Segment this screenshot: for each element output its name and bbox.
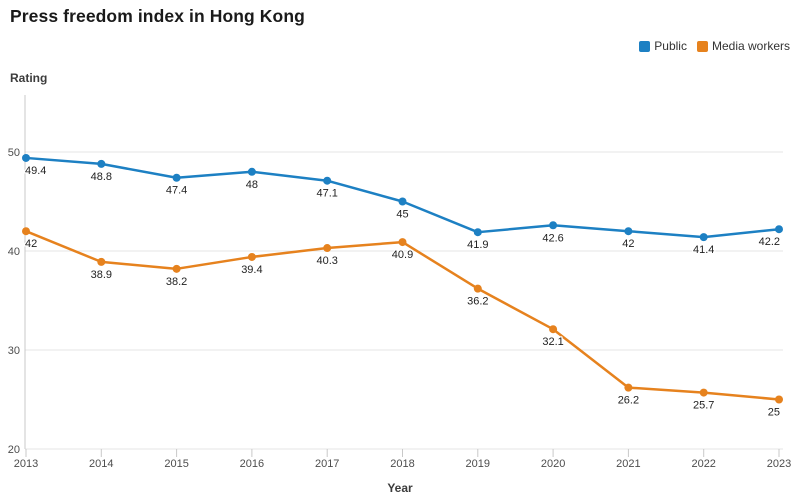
data-point-public-2014[interactable] — [97, 159, 106, 168]
data-point-public-2016[interactable] — [247, 167, 256, 176]
legend: Public Media workers — [639, 39, 790, 53]
value-label-media-workers-2020: 32.1 — [542, 336, 563, 348]
value-label-media-workers-2015: 38.2 — [166, 276, 187, 288]
data-point-public-2023[interactable] — [775, 225, 783, 234]
value-label-public-2016: 48 — [246, 179, 258, 191]
data-point-public-2021[interactable] — [624, 227, 633, 236]
value-label-public-2013: 49.4 — [25, 165, 46, 177]
y-axis-title: Rating — [10, 71, 48, 85]
value-label-public-2022: 41.4 — [693, 244, 714, 256]
value-label-public-2021: 42 — [622, 238, 634, 250]
y-tick-label-20: 20 — [8, 444, 20, 456]
y-tick-label-50: 50 — [8, 147, 20, 159]
legend-label: Public — [654, 39, 687, 53]
data-point-media-workers-2017[interactable] — [323, 244, 332, 253]
y-tick-label-40: 40 — [8, 246, 20, 258]
value-label-media-workers-2016: 39.4 — [241, 264, 262, 276]
data-point-media-workers-2019[interactable] — [473, 284, 482, 293]
data-point-public-2017[interactable] — [323, 176, 332, 185]
data-point-media-workers-2016[interactable] — [247, 252, 256, 261]
value-label-media-workers-2018: 40.9 — [392, 249, 413, 261]
y-tick-label-30: 30 — [8, 345, 20, 357]
value-label-public-2014: 48.8 — [91, 171, 112, 183]
value-label-media-workers-2021: 26.2 — [618, 395, 639, 407]
value-label-media-workers-2013: 42 — [25, 238, 37, 250]
value-label-media-workers-2014: 38.9 — [91, 269, 112, 281]
data-point-public-2019[interactable] — [473, 228, 482, 237]
data-point-media-workers-2023[interactable] — [775, 395, 783, 404]
x-tick-label-2015: 2015 — [164, 458, 188, 470]
value-label-media-workers-2022: 25.7 — [693, 400, 714, 412]
x-tick-label-2022: 2022 — [691, 458, 715, 470]
value-label-public-2020: 42.6 — [542, 232, 563, 244]
data-point-public-2015[interactable] — [172, 173, 181, 182]
data-point-public-2020[interactable] — [549, 221, 558, 230]
legend-item-media-workers: Media workers — [696, 39, 790, 53]
x-tick-label-2023: 2023 — [767, 458, 791, 470]
x-tick-label-2016: 2016 — [240, 458, 264, 470]
data-point-media-workers-2020[interactable] — [549, 325, 558, 334]
legend-label: Media workers — [711, 39, 790, 53]
x-tick-label-2014: 2014 — [89, 458, 113, 470]
x-tick-label-2018: 2018 — [390, 458, 414, 470]
legend-swatch-media-workers — [696, 40, 708, 52]
legend-swatch-public — [639, 40, 651, 52]
x-axis-title: Year — [387, 481, 413, 495]
data-point-media-workers-2013[interactable] — [22, 227, 30, 236]
legend-item-public: Public — [639, 39, 687, 53]
data-point-media-workers-2015[interactable] — [172, 264, 181, 273]
x-tick-label-2013: 2013 — [14, 458, 38, 470]
x-tick-label-2017: 2017 — [315, 458, 339, 470]
chart-title: Press freedom index in Hong Kong — [10, 6, 305, 26]
x-tick-label-2020: 2020 — [541, 458, 565, 470]
data-point-public-2022[interactable] — [699, 233, 708, 242]
data-point-media-workers-2018[interactable] — [398, 238, 407, 247]
value-label-public-2017: 47.1 — [316, 188, 337, 200]
data-point-public-2018[interactable] — [398, 197, 407, 206]
data-point-media-workers-2021[interactable] — [624, 383, 633, 392]
x-tick-label-2021: 2021 — [616, 458, 640, 470]
x-tick-label-2019: 2019 — [466, 458, 490, 470]
data-point-public-2013[interactable] — [22, 153, 30, 162]
value-label-media-workers-2019: 36.2 — [467, 296, 488, 308]
value-label-public-2023: 42.2 — [759, 236, 780, 248]
data-point-media-workers-2022[interactable] — [699, 388, 708, 397]
value-label-public-2015: 47.4 — [166, 185, 187, 197]
value-label-public-2019: 41.9 — [467, 239, 488, 251]
data-point-media-workers-2014[interactable] — [97, 257, 106, 266]
value-label-media-workers-2017: 40.3 — [316, 255, 337, 267]
value-label-public-2018: 45 — [396, 209, 408, 221]
value-label-media-workers-2023: 25 — [768, 407, 780, 419]
